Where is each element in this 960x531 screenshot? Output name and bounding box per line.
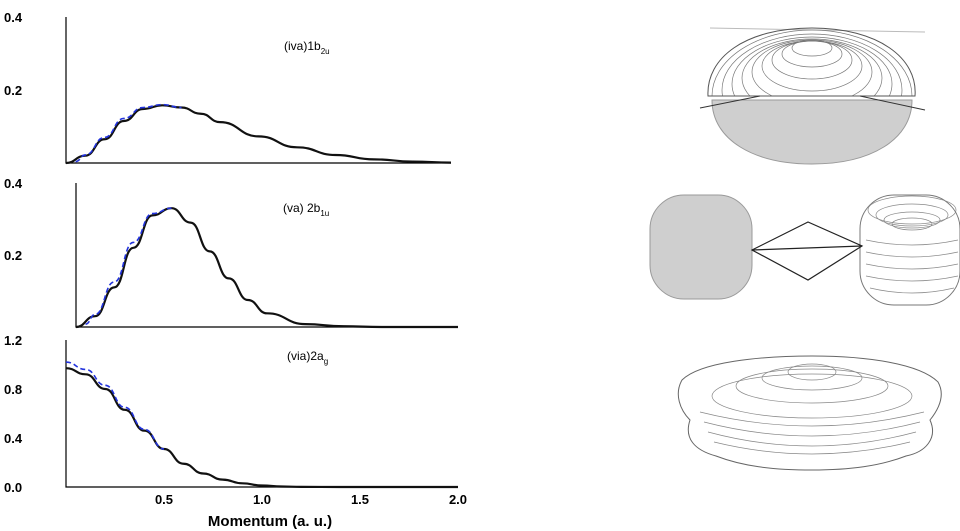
panel-iva-series-dashed-line <box>75 103 182 163</box>
panel-va-ytick-label: 0.4 <box>4 176 23 191</box>
panel-via-label-main: (via)2a <box>287 349 324 363</box>
panel-iva-label: (iva)1b2u <box>284 39 330 56</box>
panel-via-xtick-label: 1.0 <box>253 492 271 507</box>
panel-via-series-solid-line <box>65 367 459 489</box>
panel-va-ytick-label: 0.2 <box>4 248 22 263</box>
panel-va-axes <box>75 183 458 328</box>
panel-via-ytick-label: 0.4 <box>4 431 23 446</box>
x-axis-title: Momentum (a. u.) <box>208 513 332 530</box>
panel-va-series-solid-line <box>75 207 458 329</box>
panel-via: 1.2 0.8 0.4 0.0 0.5 1.0 1.5 2.0 (via)2ag <box>4 333 467 507</box>
panel-va-label: (va) 2b1u <box>283 201 329 218</box>
orbital-image-2ag <box>677 355 942 471</box>
panel-via-label: (via)2ag <box>287 349 328 366</box>
panel-via-ytick-label: 1.2 <box>4 333 22 348</box>
panel-via-xtick-label: 2.0 <box>449 492 467 507</box>
panel-iva-ytick-label: 0.4 <box>4 10 23 25</box>
panel-via-axes <box>65 340 458 488</box>
panel-via-xtick-label: 0.5 <box>155 492 173 507</box>
panel-iva: 0.4 0.2 (iva)1b2u <box>4 10 452 165</box>
panel-va-series-dashed-line <box>85 207 172 325</box>
panel-via-ytick-label: 0.0 <box>4 480 22 495</box>
orbital-image-1b2u <box>699 27 926 165</box>
panel-via-xtick-label: 1.5 <box>351 492 369 507</box>
panel-via-ytick-label: 0.8 <box>4 382 22 397</box>
panel-via-series-dashed-line <box>65 361 165 450</box>
panel-iva-ytick-label: 0.2 <box>4 83 22 98</box>
panel-via-label-sub: g <box>324 357 328 366</box>
panel-iva-label-sub: 2u <box>321 47 330 56</box>
panel-iva-label-main: (iva)1b <box>284 39 321 53</box>
panel-va-label-sub: 1u <box>320 209 329 218</box>
panel-va-label-main: (va) 2b <box>283 201 321 215</box>
panel-va: 0.4 0.2 (va) 2b1u <box>4 176 458 329</box>
panel-iva-series-solid-line <box>65 104 452 165</box>
panel-iva-axes <box>65 17 451 164</box>
orbital-image-2b1u <box>649 194 960 306</box>
